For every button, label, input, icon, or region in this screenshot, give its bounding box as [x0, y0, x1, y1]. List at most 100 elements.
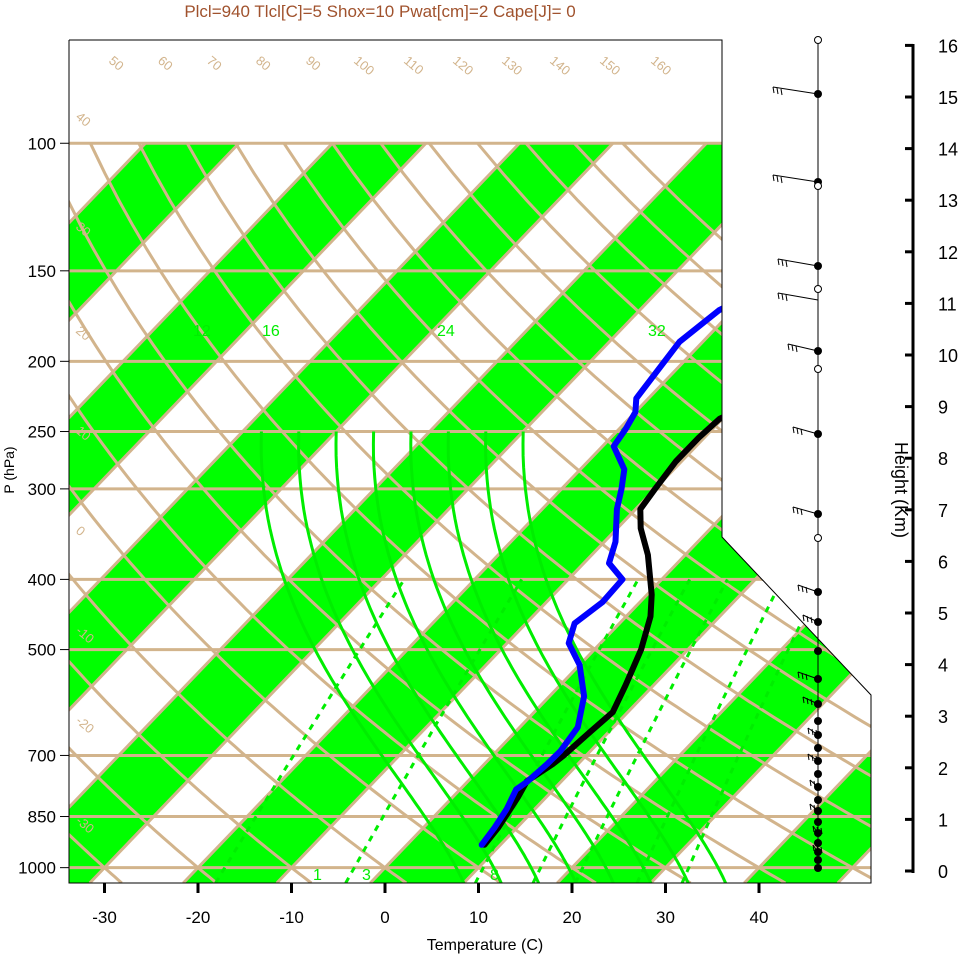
isotherm-label: 150: [597, 53, 623, 78]
mixing-ratio-label: 32: [648, 323, 666, 340]
y-tick-label: 150: [28, 262, 56, 281]
wind-barb-flag: [800, 428, 803, 436]
mixing-ratio-line: [474, 578, 640, 883]
wind-barb-flag: [802, 696, 805, 704]
wind-barb: [787, 343, 819, 352]
wind-barb-flag: [811, 728, 814, 736]
wind-barb-flag: [816, 826, 819, 834]
edge-label: 10: [719, 337, 747, 365]
isotherm-line: [0, 143, 52, 883]
wind-barb: [797, 671, 819, 680]
wind-barb-flag: [816, 845, 819, 853]
temperature-line: [481, 170, 871, 848]
dry-adiabat: [282, 142, 871, 883]
wind-barb-flag: [811, 754, 814, 762]
isotherm-line: [69, 142, 708, 883]
height-tick-label: 16: [938, 36, 958, 56]
isotherm-label: 70: [204, 53, 225, 74]
wind-dot: [814, 864, 822, 872]
mixing-ratio-line: [635, 578, 784, 883]
wind-barb-flag: [809, 803, 812, 811]
wind-barb-flag: [805, 673, 808, 681]
wind-dot: [814, 717, 822, 725]
moist-adiabat: [521, 431, 727, 883]
wind-barb-flag: [817, 781, 820, 789]
wind-open-dot: [814, 182, 822, 190]
isotherm-line: [69, 142, 334, 883]
wind-barb-flag: [792, 426, 795, 434]
wind-dot: [814, 744, 822, 752]
wind-barb-flag: [815, 729, 818, 737]
dry-adiabat: [331, 142, 871, 883]
y-tick-label: 100: [28, 134, 56, 153]
height-axis-label: Height (Km): [891, 442, 911, 538]
isotherm-label: 60: [155, 53, 176, 74]
height-tick-label: 11: [938, 294, 957, 314]
edge-label: 20: [719, 230, 747, 258]
wind-barb-flag: [807, 753, 810, 761]
x-tick-label: 20: [563, 908, 582, 927]
height-tick-label: 14: [938, 140, 958, 160]
dry-adiabat: [69, 142, 502, 883]
wind-barb-flag: [806, 697, 809, 705]
green-band: [0, 143, 52, 883]
x-tick-label: -20: [186, 908, 211, 927]
isotherm-line: [69, 142, 240, 883]
x-tick-label: 40: [750, 908, 769, 927]
dry-adiabat: [69, 142, 787, 883]
height-tick-label: 1: [938, 810, 948, 830]
y-tick-label: 250: [28, 423, 56, 442]
height-tick-label: 7: [938, 501, 948, 521]
height-tick-label: 9: [938, 398, 948, 418]
wind-barb-flag: [777, 292, 780, 300]
isotherm-label: 90: [303, 53, 324, 74]
height-tick-label: 5: [938, 604, 948, 624]
wind-barb-flag: [807, 727, 810, 735]
mixing-ratio-lines: [214, 431, 824, 883]
dry-adiabat: [379, 142, 871, 883]
mixing-ratio-line: [574, 578, 729, 883]
pressure-axis: 100 150 200 250 300 400 500 700 850 1000: [18, 134, 69, 878]
wind-barb-flag: [780, 88, 783, 96]
isotherm-line: [69, 142, 614, 883]
height-tick-label: 12: [938, 243, 958, 263]
moist-adiabat: [334, 431, 540, 883]
moist-adiabat: [446, 431, 653, 883]
dry-adiabat: [69, 142, 408, 883]
isotherm-label: 130: [499, 53, 525, 78]
isotherm-label: -20: [73, 713, 97, 737]
wind-barb-flag: [802, 614, 805, 622]
dry-adiabat: [234, 142, 871, 883]
plot-border: [68, 39, 872, 884]
wind-barb-flag: [813, 780, 816, 788]
isotherm-line: [88, 142, 801, 883]
wind-barb: [797, 584, 819, 593]
wind-barb-flag: [806, 615, 809, 623]
x-tick-label: 30: [656, 908, 675, 927]
wind-barb: [812, 844, 819, 853]
wind-dot: [814, 647, 822, 655]
wind-dot: [814, 818, 822, 826]
temperature-axis: -30 -20 -10 0 10 20 30 40: [92, 883, 768, 927]
wind-barb-flag: [810, 698, 813, 706]
wind-barb-flag: [787, 343, 790, 351]
y-axis-label: P (hPa): [1, 446, 17, 493]
mixing-ratio-label: 8: [490, 867, 499, 884]
wind-open-dot: [814, 36, 822, 44]
y-tick-label: 700: [28, 746, 56, 765]
wind-barb-flag: [776, 87, 779, 95]
wind-barb-flag: [805, 586, 808, 594]
height-tick-label: 13: [938, 191, 958, 211]
wind-barb-flag: [791, 344, 794, 352]
y-tick-label: 200: [28, 352, 56, 371]
height-tick-label: 8: [938, 449, 948, 469]
isotherm-line: [649, 142, 871, 883]
wind-barb-flag: [780, 176, 783, 184]
height-tick-label: 3: [938, 707, 948, 727]
wind-barb: [772, 174, 819, 183]
wind-dot: [814, 839, 822, 847]
wind-barb-flag: [797, 671, 800, 679]
edge-label: 30: [719, 120, 747, 148]
mixing-ratio-line: [531, 578, 692, 883]
